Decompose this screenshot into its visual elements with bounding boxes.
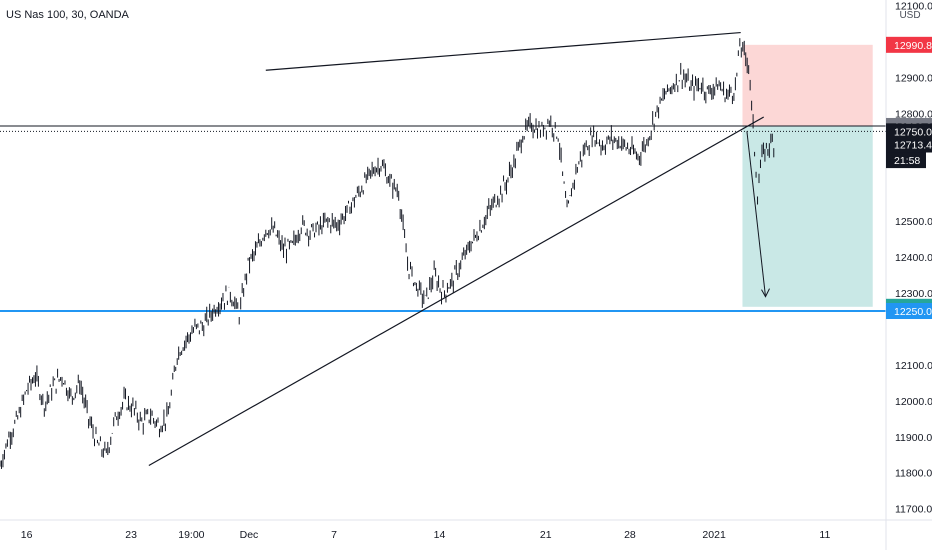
target-arrow-head [761,288,770,298]
symbol-title: US Nas 100, 30, OANDA [6,9,129,21]
y-tick-4: 12400.0 [895,252,932,264]
x-tick-5: 14 [434,529,446,541]
price-label-bg-2 [886,123,932,140]
y-tick-6: 12100.0 [895,360,932,372]
target-arrow [746,131,767,297]
x-tick-8: 2021 [702,529,726,541]
currency-button[interactable]: USD [899,10,921,21]
y-tick-9: 11800.0 [895,468,932,480]
trend-line-0 [265,31,741,71]
x-tick-3: Dec [240,529,259,541]
y-tick-1: 12900.0 [895,72,932,84]
x-tick-7: 28 [624,529,636,541]
price-label-0: 12990.8 [894,40,932,52]
x-tick-4: 7 [331,529,337,541]
price-label-2: 12750.0 [894,126,932,138]
reward-zone [742,125,873,307]
price-label-3: 12713.4 [894,140,932,152]
price-label-bg-3 [886,136,932,153]
trend-line-1 [148,116,765,467]
x-tick-6: 21 [540,529,552,541]
y-tick-10: 11700.0 [895,504,932,516]
price-label-6: 12250.0 [894,306,932,318]
price-label-bg-6 [886,303,932,320]
price-label-bg-0 [886,36,932,53]
risk-zone [742,44,873,126]
x-tick-2: 19:00 [178,529,204,541]
y-tick-8: 11900.0 [895,432,932,444]
y-tick-5: 12300.0 [895,288,932,300]
price-series [0,38,775,469]
x-tick-0: 16 [21,529,33,541]
x-tick-9: 11 [819,529,830,541]
y-tick-7: 12000.0 [895,396,932,408]
price-label-bg-4 [886,152,926,169]
y-tick-0: 12100.0 [895,1,932,13]
y-tick-2: 12800.0 [895,108,932,120]
x-tick-1: 23 [125,529,137,541]
price-label-4: 21:58 [894,155,920,167]
y-tick-3: 12500.0 [895,216,932,228]
